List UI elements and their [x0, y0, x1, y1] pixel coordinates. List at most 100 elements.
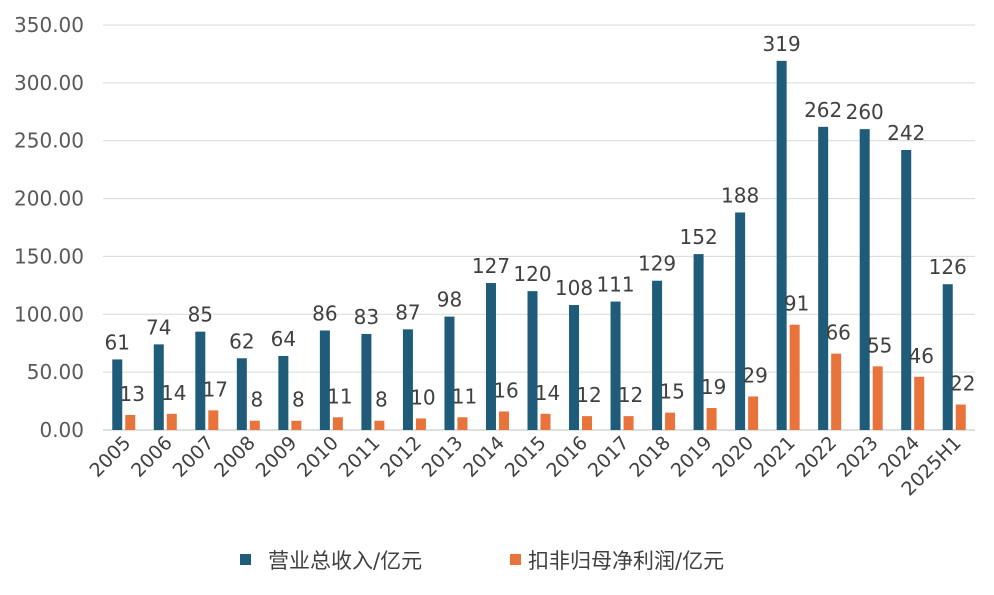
bar-profit: [706, 408, 717, 430]
bar-revenue: [402, 329, 413, 430]
x-tick-label: 2006: [127, 432, 177, 482]
data-label-revenue: 129: [638, 252, 676, 276]
data-label-revenue: 62: [229, 329, 254, 353]
data-label-revenue: 61: [105, 330, 130, 354]
data-label-revenue: 87: [395, 300, 420, 324]
data-label-profit: 15: [659, 380, 684, 404]
data-label-profit: 19: [701, 375, 726, 399]
x-tick-label: 2019: [667, 432, 717, 482]
bar-revenue: [776, 60, 787, 430]
bar-revenue: [610, 301, 621, 430]
x-tick-label: 2013: [418, 432, 468, 482]
data-label-revenue: 127: [472, 254, 510, 278]
bar-revenue: [901, 149, 912, 430]
y-tick-label: 350.00: [14, 13, 84, 37]
y-tick-label: 50.00: [27, 360, 84, 384]
data-label-profit: 66: [825, 321, 850, 345]
bar-revenue: [319, 330, 330, 430]
x-tick-label: 2010: [293, 432, 343, 482]
data-label-profit: 16: [493, 378, 518, 402]
bar-profit: [166, 413, 177, 430]
bar-profit: [665, 412, 676, 430]
bar-profit: [582, 416, 593, 430]
legend-label-revenue: 营业总收入/亿元: [268, 549, 422, 573]
x-tick-label: 2018: [625, 432, 675, 482]
bar-revenue: [693, 254, 704, 430]
bar-revenue: [236, 358, 247, 430]
y-tick-label: 300.00: [14, 71, 84, 95]
bar-profit: [249, 420, 260, 430]
y-tick-label: 150.00: [14, 244, 84, 268]
x-tick-label: 2021: [750, 432, 800, 482]
x-tick-label: 2011: [335, 432, 385, 482]
legend-swatch-revenue: [240, 554, 251, 565]
x-tick-label: 2017: [584, 432, 634, 482]
bar-revenue: [735, 212, 746, 430]
data-label-revenue: 83: [354, 305, 379, 329]
data-label-revenue: 64: [271, 327, 296, 351]
x-axis: 2005200620072008200920102011201220132014…: [86, 432, 966, 500]
bar-revenue: [153, 344, 164, 430]
data-label-revenue: 319: [763, 32, 801, 56]
bar-profit: [125, 414, 136, 430]
data-label-profit: 13: [120, 382, 145, 406]
bar-profit: [332, 417, 343, 430]
x-tick-label: 2009: [252, 432, 302, 482]
data-label-profit: 8: [375, 388, 388, 412]
bar-profit: [540, 413, 551, 430]
data-label-profit: 11: [452, 384, 477, 408]
data-label-revenue: 98: [437, 288, 462, 312]
bar-profit: [623, 416, 634, 430]
x-tick-label: 2007: [169, 432, 219, 482]
data-label-revenue: 111: [596, 273, 634, 297]
gridlines: [103, 24, 975, 431]
x-tick-label: 2016: [542, 432, 592, 482]
bar-profit: [789, 324, 800, 430]
data-label-revenue: 126: [929, 255, 967, 279]
bars: [112, 60, 966, 430]
bar-revenue: [818, 126, 829, 430]
x-tick-label: 2005: [86, 432, 136, 482]
bar-revenue: [195, 331, 206, 430]
legend-swatch-profit: [510, 554, 521, 565]
data-label-profit: 91: [784, 292, 809, 316]
bar-revenue: [444, 316, 455, 430]
bar-profit: [872, 366, 883, 430]
data-label-profit: 8: [250, 388, 263, 412]
bar-revenue: [859, 129, 870, 430]
bar-revenue: [361, 333, 372, 430]
x-tick-label: 2020: [708, 432, 758, 482]
data-label-profit: 12: [618, 383, 643, 407]
data-label-profit: 14: [535, 381, 560, 405]
bar-revenue: [278, 355, 289, 430]
data-label-revenue: 74: [146, 315, 171, 339]
bar-profit: [415, 418, 426, 430]
bar-revenue: [485, 283, 496, 430]
data-label-profit: 8: [292, 388, 305, 412]
data-label-revenue: 120: [513, 262, 551, 286]
legend: 营业总收入/亿元 扣非归母净利润/亿元: [240, 549, 724, 573]
y-tick-label: 200.00: [14, 187, 84, 211]
bar-profit: [374, 420, 385, 430]
y-tick-label: 0.00: [39, 418, 84, 442]
bar-profit: [291, 420, 302, 430]
data-label-profit: 46: [908, 344, 933, 368]
data-label-profit: 55: [867, 333, 892, 357]
data-label-profit: 17: [203, 377, 228, 401]
bar-profit: [914, 376, 925, 430]
y-tick-label: 250.00: [14, 129, 84, 153]
x-tick-label: 2015: [501, 432, 551, 482]
x-tick-label: 2012: [376, 432, 426, 482]
data-label-profit: 14: [161, 381, 186, 405]
bar-revenue: [569, 305, 580, 430]
data-label-profit: 12: [576, 383, 601, 407]
bar-profit: [457, 417, 468, 430]
data-label-profit: 10: [410, 385, 435, 409]
data-label-profit: 11: [327, 384, 352, 408]
y-axis: 0.00 50.00 100.00 150.00 200.00 250.00 300.00 3…: [14, 13, 84, 442]
data-label-revenue: 152: [680, 225, 718, 249]
data-label-revenue: 108: [555, 276, 593, 300]
bar-revenue: [527, 291, 538, 430]
